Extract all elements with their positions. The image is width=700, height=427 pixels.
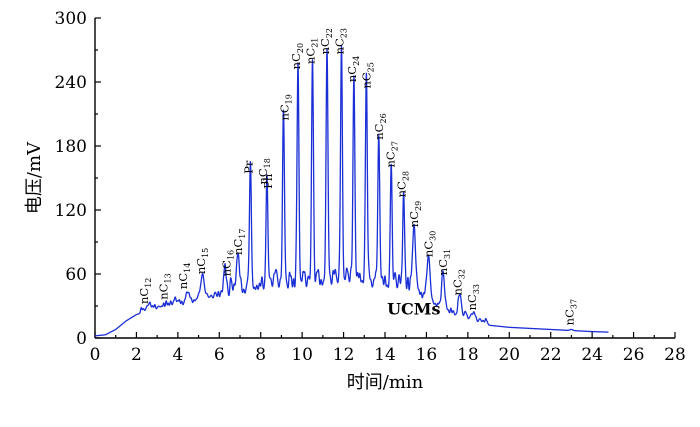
peak-label: nC19	[278, 94, 294, 120]
peak-label: nC12	[137, 278, 153, 304]
y-tick-label: 120	[55, 201, 87, 221]
x-tick-label: 10	[291, 345, 313, 365]
peak-label: nC25	[360, 62, 376, 88]
peak-label: nC29	[407, 201, 423, 227]
peak-label: nC33	[465, 284, 481, 310]
peak-label: nC18	[256, 158, 272, 184]
peak-label: nC17	[231, 229, 247, 255]
x-tick-label: 0	[90, 345, 101, 365]
x-tick-label: 22	[540, 345, 562, 365]
x-tick-label: 6	[214, 345, 225, 365]
x-tick-label: 28	[664, 345, 686, 365]
x-tick-label: 26	[623, 345, 645, 365]
x-tick-label: 16	[416, 345, 438, 365]
peak-label: nC14	[176, 263, 192, 289]
y-tick-label: 300	[55, 9, 87, 29]
y-tick-label: 60	[65, 265, 87, 285]
y-tick-label: 240	[55, 73, 87, 93]
x-tick-label: 8	[255, 345, 266, 365]
x-tick-label: 18	[457, 345, 479, 365]
peak-label: Pr	[241, 160, 255, 174]
peak-label: nC27	[383, 141, 399, 167]
peak-label: nC15	[194, 248, 210, 274]
peak-label: nC23	[333, 28, 349, 54]
y-tick-label: 0	[76, 329, 87, 349]
x-tick-label: 12	[333, 345, 355, 365]
peak-label: nC28	[395, 171, 411, 197]
x-tick-label: 4	[172, 345, 183, 365]
peak-label: nC31	[436, 249, 452, 275]
chromatogram-trace	[95, 46, 609, 336]
peak-label: nC30	[422, 231, 438, 257]
peak-label: nC32	[451, 269, 467, 295]
x-tick-label: 20	[498, 345, 520, 365]
x-tick-label: 24	[581, 345, 603, 365]
peak-label: nC37	[563, 299, 579, 325]
x-axis-title: 时间/min	[347, 372, 424, 393]
peak-label: nC13	[157, 273, 173, 299]
peak-label: nC26	[372, 113, 388, 139]
x-tick-label: 14	[374, 345, 396, 365]
x-tick-label: 2	[131, 345, 142, 365]
ucm-label: UCMs	[387, 300, 440, 319]
y-tick-label: 180	[55, 137, 87, 157]
y-axis-title: 电压/mV	[24, 141, 45, 214]
trace-layer	[95, 46, 609, 336]
